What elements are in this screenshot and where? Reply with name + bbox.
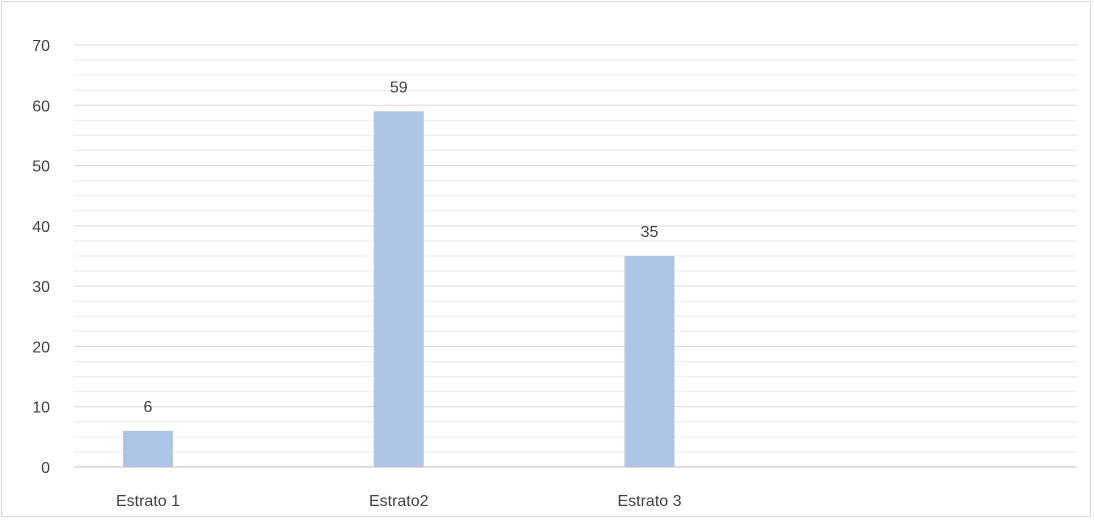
y-tick-label: 60 [32, 98, 50, 115]
y-tick-label: 10 [32, 400, 50, 417]
y-tick-label: 70 [32, 38, 50, 55]
data-label: 59 [390, 79, 408, 96]
y-tick-label: 20 [32, 339, 50, 356]
x-tick-label: Estrato2 [369, 493, 429, 510]
y-tick-label: 0 [41, 460, 50, 477]
bar [373, 111, 424, 468]
x-tick-label: Estrato 3 [617, 493, 681, 510]
bar [123, 430, 173, 467]
bar [624, 256, 675, 467]
x-tick-label: Estrato 1 [116, 493, 180, 510]
bars [123, 111, 675, 468]
data-label: 35 [641, 224, 659, 241]
x-axis-tick-labels: Estrato 1 Estrato2 Estrato 3 [116, 493, 682, 510]
y-tick-label: 50 [32, 159, 50, 176]
gridlines [74, 44, 1077, 453]
data-label: 6 [144, 399, 153, 416]
data-labels: 6 59 35 [144, 79, 659, 416]
y-tick-label: 30 [32, 279, 50, 296]
y-tick-label: 40 [32, 219, 50, 236]
y-axis-tick-labels: 0 10 20 30 40 50 60 70 [32, 38, 50, 477]
